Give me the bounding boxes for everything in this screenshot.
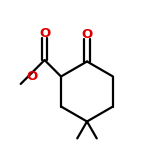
Text: O: O <box>26 69 38 82</box>
Text: O: O <box>81 28 93 41</box>
Text: O: O <box>39 27 50 40</box>
